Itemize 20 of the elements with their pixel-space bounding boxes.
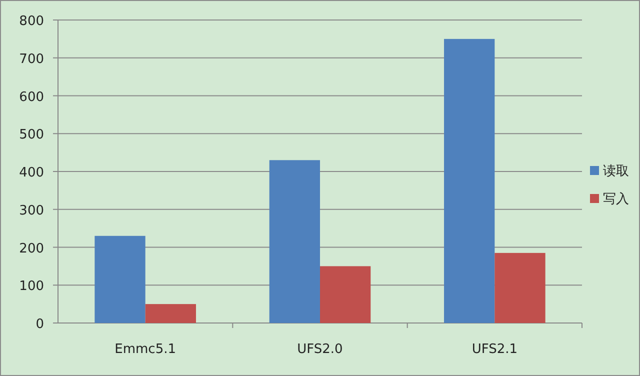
y-tick-label: 200 (19, 241, 44, 256)
legend-label: 读取 (603, 164, 629, 179)
x-tick-label: UFS2.0 (297, 342, 343, 357)
y-tick-label: 300 (19, 203, 44, 218)
y-tick-label: 600 (19, 90, 44, 105)
legend-label: 写入 (603, 192, 629, 207)
y-tick-label: 0 (36, 317, 44, 332)
y-tick-label: 700 (19, 52, 44, 67)
bar (94, 236, 146, 323)
bar (320, 266, 371, 323)
y-tick-label: 800 (19, 14, 44, 29)
x-tick-label: Emmc5.1 (114, 342, 176, 357)
y-tick-label: 100 (19, 279, 44, 294)
bar (269, 160, 320, 323)
bar (444, 38, 495, 323)
y-tick-label: 500 (19, 128, 44, 143)
y-tick-label: 400 (19, 166, 44, 180)
bar (494, 252, 546, 323)
bar (145, 304, 196, 323)
x-tick-label: UFS2.1 (472, 342, 518, 357)
